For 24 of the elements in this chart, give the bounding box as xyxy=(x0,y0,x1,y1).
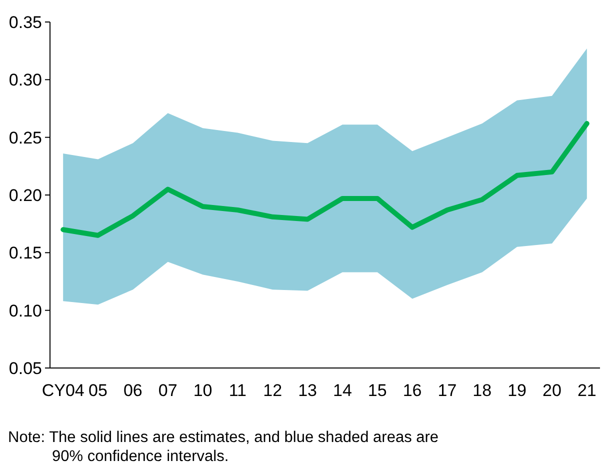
x-tick-label: 17 xyxy=(438,381,457,400)
y-tick-label: 0.05 xyxy=(8,358,42,378)
x-tick-label: 10 xyxy=(193,381,212,400)
y-tick-label: 0.30 xyxy=(8,70,42,90)
x-tick-label: 16 xyxy=(402,381,422,400)
x-tick-label: 06 xyxy=(123,381,142,400)
x-tick-label: 13 xyxy=(298,381,317,400)
y-tick-label: 0.20 xyxy=(8,186,42,205)
y-tick-label: 0.35 xyxy=(8,12,42,32)
y-tick-label: 0.25 xyxy=(8,128,42,148)
y-tick-label: 0.10 xyxy=(8,301,42,320)
x-tick-label: 14 xyxy=(333,381,352,400)
y-tick-label: 0.15 xyxy=(8,244,42,263)
x-tick-label: 07 xyxy=(158,381,178,400)
text: Note: The solid lines are estimates, and blue shaded areas are 90% confidence intervals. xyxy=(8,429,439,465)
x-tick-label: 19 xyxy=(508,381,527,400)
x-tick-label: CY04 xyxy=(42,381,84,400)
x-tick-label: 21 xyxy=(577,381,596,400)
x-tick-label: 12 xyxy=(263,381,282,400)
x-tick-label: 18 xyxy=(472,381,492,400)
x-tick-label: 05 xyxy=(88,381,108,400)
x-tick-label: 15 xyxy=(368,381,387,400)
x-tick-label: 11 xyxy=(228,381,247,400)
x-tick-label: 20 xyxy=(542,381,562,400)
